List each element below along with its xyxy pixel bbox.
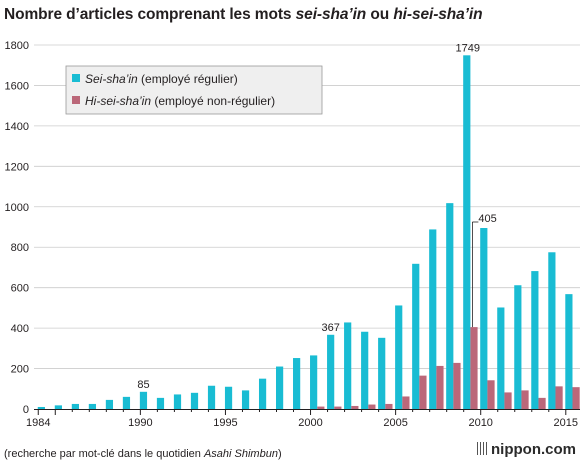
bar-regular <box>480 228 488 409</box>
bar-nonregular <box>334 406 342 409</box>
legend-swatch-nonregular <box>72 96 80 104</box>
bar-regular <box>327 334 335 409</box>
bar-regular <box>275 366 284 409</box>
bar-nonregular <box>385 403 393 409</box>
y-tick-label: 400 <box>11 323 29 335</box>
x-tick-label: 2005 <box>383 417 407 429</box>
legend-label-regular: Sei-sha’in (employé régulier) <box>85 72 238 86</box>
x-tick-label: 1984 <box>26 417 50 429</box>
bar-regular <box>207 385 216 409</box>
bar-nonregular <box>317 406 325 409</box>
bar-nonregular <box>487 380 495 409</box>
data-label: 367 <box>321 322 339 334</box>
legend-series-name: Hi-sei-sha’in <box>85 94 151 108</box>
y-tick-label: 1600 <box>5 80 29 92</box>
bar-nonregular <box>436 365 444 409</box>
bar-nonregular <box>402 396 410 409</box>
y-tick-label: 1800 <box>5 40 29 52</box>
bar-regular <box>310 355 318 409</box>
y-tick-label: 200 <box>11 364 29 376</box>
data-label: 85 <box>137 379 149 391</box>
footnote-text: (recherche par mot-clé dans le quotidien <box>4 448 204 460</box>
bar-regular <box>105 399 114 409</box>
brand-name: nippon.com <box>491 441 576 458</box>
bar-regular <box>293 358 301 409</box>
bar-regular <box>54 405 62 409</box>
footnote-close: ) <box>277 448 282 460</box>
bar-nonregular <box>453 362 461 409</box>
bar-regular <box>344 322 352 409</box>
bar-regular <box>378 337 386 409</box>
bar-regular <box>361 331 369 409</box>
title-conjunction: ou <box>366 6 394 23</box>
y-tick-label: 800 <box>11 242 29 254</box>
legend-label-nonregular: Hi-sei-sha’in (employé non-régulier) <box>85 94 275 108</box>
y-tick-label: 1400 <box>5 121 29 133</box>
y-tick-label: 1200 <box>5 161 29 173</box>
bar-regular <box>173 394 182 409</box>
bar-regular <box>429 229 437 409</box>
bar-regular <box>531 271 539 409</box>
bar-regular <box>122 396 131 409</box>
bar-regular <box>71 403 79 409</box>
bar-nonregular <box>368 404 376 409</box>
bar-regular <box>514 285 522 409</box>
bar-nonregular <box>470 327 478 409</box>
data-label: 405 <box>478 213 496 225</box>
x-tick-label: 2000 <box>298 417 322 429</box>
legend-box <box>65 65 323 115</box>
bar-chart: 0 200 400 600 800 1000 1200 1400 1600 1800 1984 199… <box>5 40 580 429</box>
x-tick-label: 1990 <box>128 417 152 429</box>
y-tick-label: 1000 <box>5 202 29 214</box>
bar-regular <box>224 386 233 409</box>
bar-regular <box>139 391 148 409</box>
y-tick-label: 0 <box>23 404 29 416</box>
legend-series-desc: (employé non-régulier) <box>151 94 275 108</box>
bar-nonregular <box>419 375 427 409</box>
brand-logo: nippon.com <box>477 441 576 458</box>
title-text: Nombre d’articles comprenant les mots <box>4 6 296 23</box>
bar-regular <box>497 307 505 409</box>
chart-title: Nombre d’articles comprenant les mots se… <box>4 6 483 24</box>
legend-series-desc: (employé régulier) <box>138 72 238 86</box>
bar-nonregular <box>504 392 512 409</box>
bar-nonregular <box>572 387 580 409</box>
y-tick-label: 600 <box>11 283 29 295</box>
nippon-logo-icon <box>477 442 488 455</box>
bar-regular <box>548 252 556 409</box>
bar-regular <box>241 390 250 409</box>
bar-regular <box>446 203 454 409</box>
bar-nonregular <box>521 390 529 409</box>
bar-regular <box>156 397 165 409</box>
bar-regular <box>37 406 45 409</box>
bar-regular <box>258 378 267 409</box>
data-label: 1749 <box>456 42 480 54</box>
bar-nonregular <box>351 405 359 409</box>
legend-swatch-regular <box>72 74 80 82</box>
bar-nonregular <box>538 397 546 409</box>
legend-series-name: Sei-sha’in <box>85 72 138 86</box>
title-term-nonregular: hi-sei-sha’in <box>393 6 483 23</box>
bar-regular <box>463 55 471 410</box>
source-footnote: (recherche par mot-clé dans le quotidien… <box>4 448 282 460</box>
bar-regular <box>565 294 573 409</box>
x-tick-label: 1995 <box>213 417 237 429</box>
bar-regular <box>395 305 403 409</box>
title-term-regular: sei-sha’in <box>295 6 367 23</box>
x-tick-label: 2010 <box>468 417 492 429</box>
bar-nonregular <box>555 386 563 409</box>
bar-regular <box>88 403 97 409</box>
bar-regular <box>412 263 420 409</box>
x-tick-label: 2015 <box>554 417 578 429</box>
footnote-source: Asahi Shimbun <box>203 448 278 460</box>
bar-regular <box>190 392 199 409</box>
